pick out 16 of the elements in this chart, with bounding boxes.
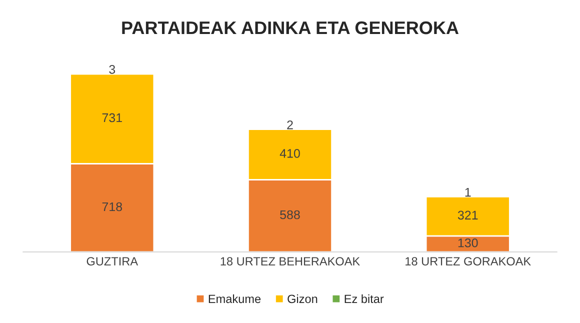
data-label: 3 bbox=[109, 64, 116, 74]
data-label: 1 bbox=[465, 188, 471, 197]
data-label: 2 bbox=[287, 120, 293, 130]
chart-title: PARTAIDEAK ADINKA ETA GENEROKA bbox=[122, 21, 459, 34]
legend-label: Gizon bbox=[288, 294, 318, 304]
data-label: 410 bbox=[280, 149, 300, 158]
x-tick-label: 18 URTEZ BEHERAKOAK bbox=[220, 257, 360, 266]
legend-label: Emakume bbox=[208, 294, 261, 304]
legend-label: Ez bitar bbox=[344, 294, 384, 304]
data-label: 321 bbox=[458, 210, 478, 220]
x-tick-label: GUZTIRA bbox=[86, 257, 138, 266]
data-label: 731 bbox=[102, 113, 122, 122]
data-label: 588 bbox=[280, 210, 300, 220]
data-label: 130 bbox=[458, 238, 478, 248]
x-tick-label: 18 URTEZ GORAKOAK bbox=[406, 257, 531, 266]
data-label: 718 bbox=[102, 202, 122, 212]
